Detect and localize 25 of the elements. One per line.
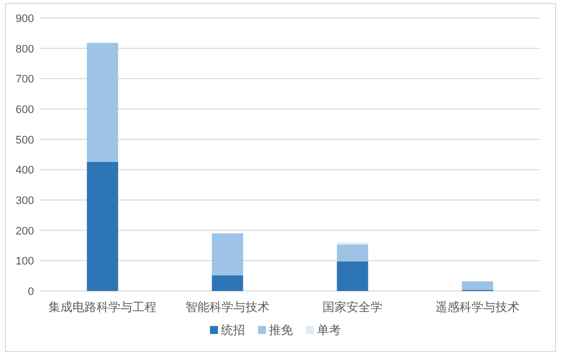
x-tick-label: 国家安全学	[322, 300, 382, 314]
legend-label: 推免	[269, 323, 293, 337]
bar	[212, 233, 244, 276]
bar	[86, 162, 118, 291]
y-tick-label: 800	[16, 43, 34, 56]
x-tick-label: 智能科学与技术	[186, 300, 270, 314]
x-tick-label: 遥感科学与技术	[436, 300, 520, 314]
y-tick-label: 0	[28, 286, 34, 298]
y-tick-label: 400	[16, 164, 34, 177]
bar	[86, 42, 118, 162]
bar	[462, 281, 494, 290]
y-tick-label: 100	[16, 256, 34, 268]
bar	[336, 244, 368, 262]
y-tick-label: 500	[16, 134, 34, 146]
bar	[336, 261, 368, 291]
legend-label: 单考	[317, 323, 341, 337]
x-tick-label: 集成电路科学与工程	[48, 300, 156, 314]
bar	[336, 242, 368, 245]
y-tick-label: 600	[16, 104, 34, 116]
y-tick-label: 200	[16, 225, 34, 238]
y-tick-label: 300	[16, 195, 34, 207]
y-tick-label: 900	[16, 13, 34, 25]
legend-label: 统招	[221, 323, 245, 337]
bar	[212, 275, 244, 291]
y-tick-label: 700	[16, 74, 34, 86]
